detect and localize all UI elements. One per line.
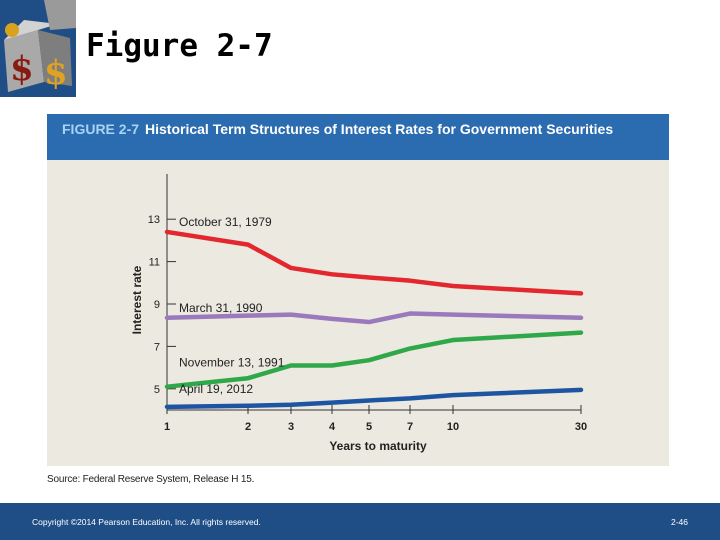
series-line — [164, 330, 584, 389]
series-line — [164, 387, 584, 410]
footer-bar: Copyright ©2014 Pearson Education, Inc. … — [0, 503, 720, 540]
x-tick-label: 4 — [329, 421, 336, 433]
figure-heading: FIGURE 2-7 Historical Term Structures of … — [62, 119, 662, 139]
series-label: November 13, 1991 — [179, 356, 285, 370]
y-tick-label: 5 — [154, 384, 160, 396]
series-label: March 31, 1990 — [179, 301, 263, 315]
copyright-text: Copyright ©2014 Pearson Education, Inc. … — [32, 517, 261, 527]
x-tick-label: 7 — [407, 421, 413, 433]
figure-source: Source: Federal Reserve System, Release … — [47, 474, 255, 485]
y-axis-label: Interest rate — [130, 265, 144, 334]
logo-dice-icon: $ $ — [0, 0, 76, 97]
slide-title: Figure 2-7 — [86, 28, 273, 64]
x-tick-label: 5 — [366, 421, 372, 433]
figure-panel: 5 7 9 11 13 1 2 3 4 5 7 10 30 Years to maturity Intere… — [47, 114, 669, 466]
logo-glyph: $ — [44, 53, 68, 93]
figure-label: FIGURE 2-7 — [62, 121, 140, 137]
series-line — [164, 311, 584, 325]
page-number: 2-46 — [670, 517, 688, 527]
figure-header: FIGURE 2-7 Historical Term Structures of … — [47, 114, 669, 160]
figure-title: Historical Term Structures of Interest R… — [145, 121, 614, 137]
x-tick-label: 3 — [288, 421, 294, 433]
series-label: April 19, 2012 — [179, 382, 253, 396]
chart: 5 7 9 11 13 1 2 3 4 5 7 10 30 Years to maturity Intere… — [130, 174, 587, 453]
x-tick-label: 2 — [245, 421, 251, 433]
y-tick-label: 7 — [154, 341, 160, 353]
x-tick-label: 10 — [447, 421, 459, 433]
y-tick-label: 9 — [154, 299, 160, 311]
x-axis-label: Years to maturity — [329, 439, 427, 453]
y-tick-label: 11 — [149, 257, 160, 269]
series-line — [164, 229, 584, 296]
x-tick-label: 1 — [164, 421, 170, 433]
series-label: October 31, 1979 — [179, 215, 272, 229]
y-tick-label: 13 — [148, 214, 160, 226]
x-tick-label: 30 — [575, 421, 587, 433]
logo-glyph: $ — [10, 49, 34, 89]
